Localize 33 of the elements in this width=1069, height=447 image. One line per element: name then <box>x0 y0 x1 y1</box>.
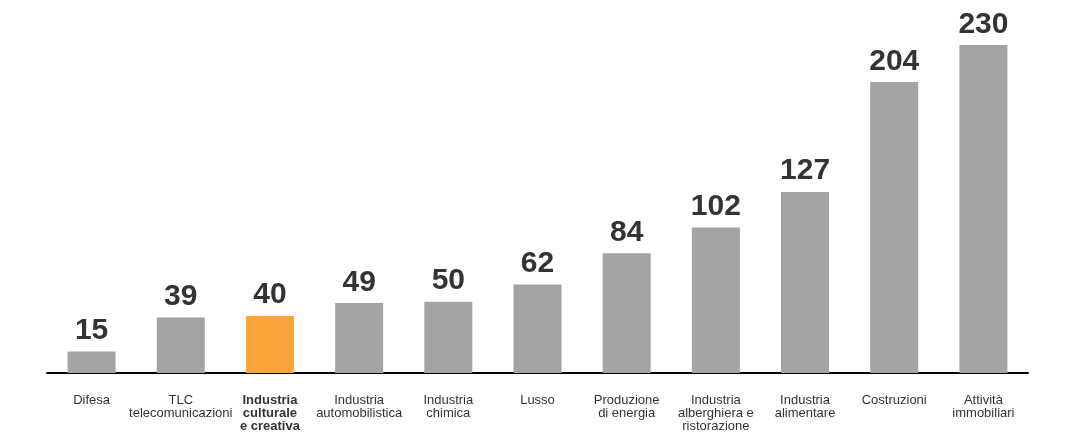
data-label: 62 <box>520 245 555 279</box>
bar <box>424 301 473 373</box>
bar <box>335 303 384 373</box>
data-label: 230 <box>958 5 1009 39</box>
x-tick-label: Industria culturale e creativa <box>239 392 301 433</box>
data-label: 15 <box>74 312 109 346</box>
x-tick-label: Lusso <box>520 392 555 407</box>
data-label: 204 <box>869 42 920 76</box>
data-label: 39 <box>164 277 198 311</box>
bar <box>245 315 294 373</box>
bar <box>691 227 740 373</box>
bar <box>959 45 1008 373</box>
bar <box>781 191 830 373</box>
bar <box>870 82 919 373</box>
data-label: 84 <box>609 213 644 247</box>
bar <box>602 253 651 373</box>
x-tick-label: TLC telecomunicazioni <box>129 392 233 420</box>
data-label: 40 <box>253 276 287 310</box>
x-tick-label: Produzione di energia <box>593 392 660 420</box>
data-label: 49 <box>342 263 376 297</box>
bar <box>67 351 116 373</box>
data-label: 50 <box>431 262 466 296</box>
x-tick-label: Industria chimica <box>423 392 475 420</box>
x-tick-label: Industria alberghiera e ristorazione <box>677 392 754 433</box>
x-tick-label: Attività immobiliari <box>952 392 1015 420</box>
data-label: 102 <box>690 188 741 222</box>
data-label: 127 <box>780 152 831 186</box>
x-tick-label: Difesa <box>73 392 111 407</box>
x-tick-label: Costruzioni <box>861 392 927 407</box>
x-tick-label: Industria automobilistica <box>316 392 403 420</box>
x-tick-label: Industria alimentare <box>774 392 836 420</box>
bar <box>513 284 562 373</box>
bar <box>156 317 205 373</box>
